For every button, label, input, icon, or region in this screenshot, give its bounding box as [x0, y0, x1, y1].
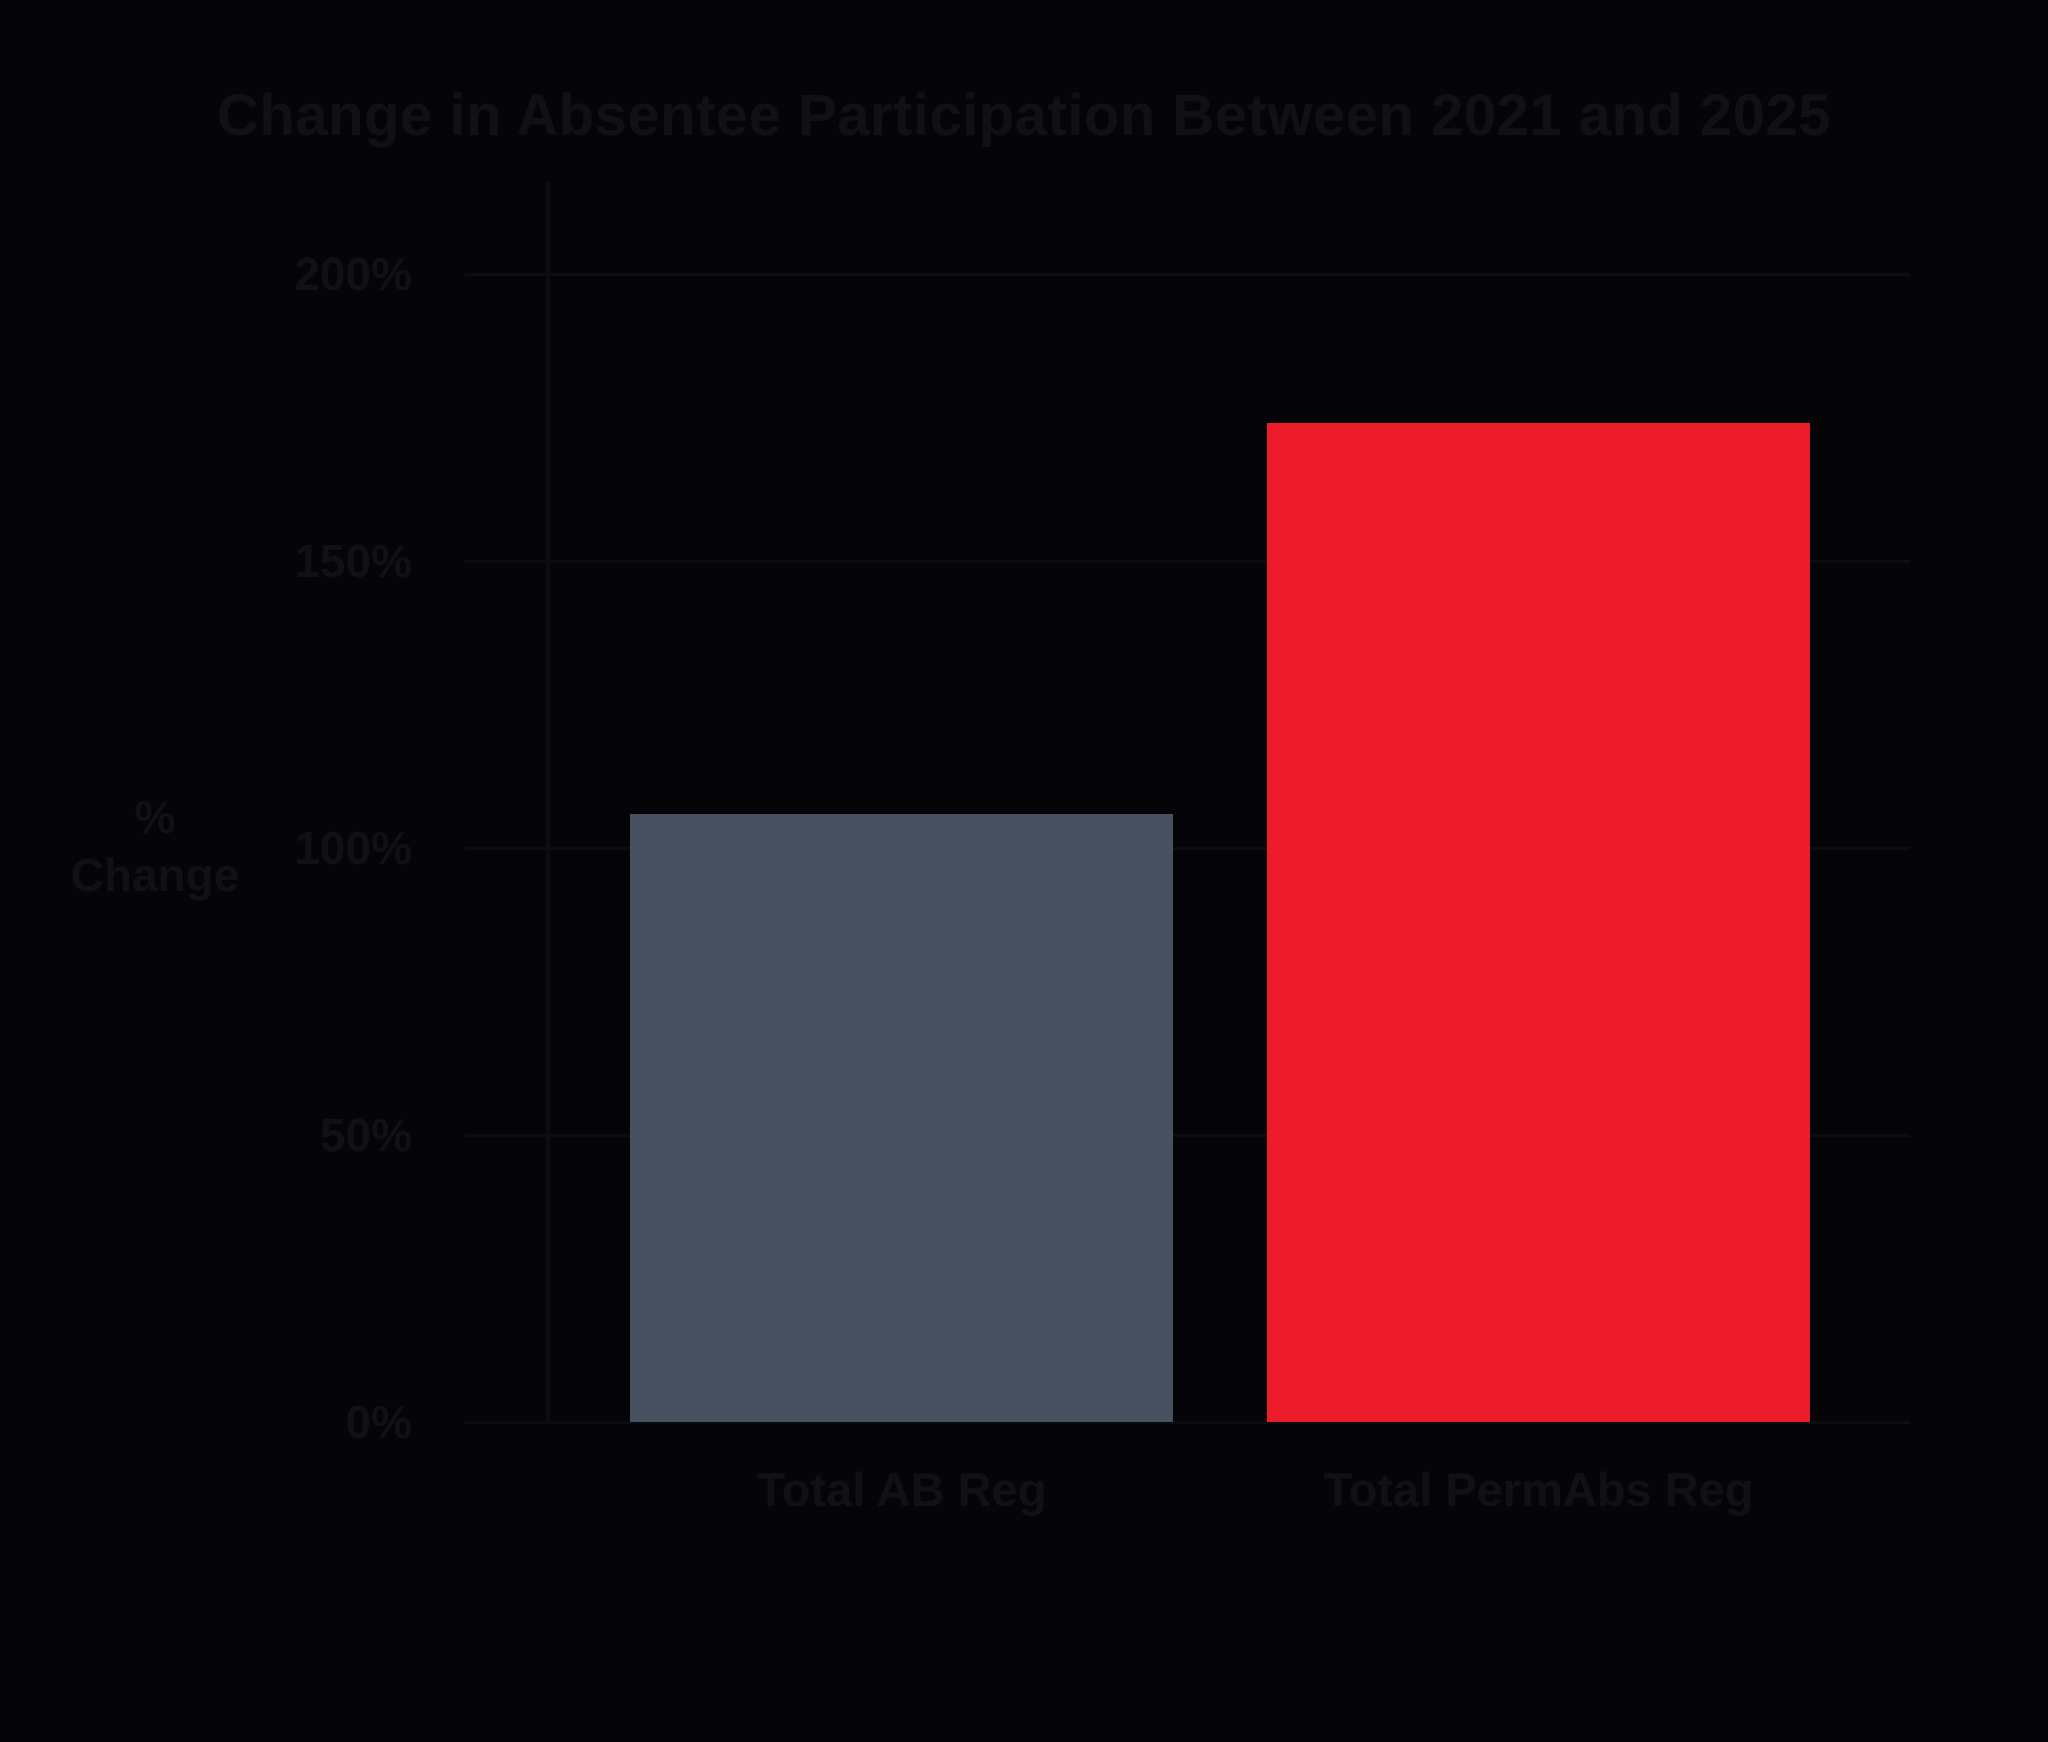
- y-tick-label-100-: 100%: [294, 822, 412, 874]
- x-axis-label-total-permabs-reg: Total PermAbs Reg: [1323, 1463, 1754, 1516]
- y-tick-label-150-: 150%: [294, 535, 412, 587]
- gridline-200-: [465, 272, 1910, 276]
- gridline-50-: [465, 1133, 1910, 1137]
- y-axis-title: % Change: [35, 788, 275, 904]
- y-tick-label-50-: 50%: [319, 1109, 412, 1161]
- x-axis-label-total-ab-reg: Total AB Reg: [756, 1463, 1047, 1516]
- y-axis-line: [546, 182, 550, 1422]
- gridline-0-: [465, 1420, 1910, 1424]
- gridline-150-: [465, 559, 1910, 563]
- y-tick-label-200-: 200%: [294, 248, 412, 300]
- bar-total-ab-reg: [630, 813, 1173, 1422]
- y-axis-title-line-2: Change: [70, 849, 240, 901]
- bar-total-permabs-reg: [1267, 423, 1810, 1422]
- y-axis-title-line-1: %: [134, 791, 176, 843]
- y-tick-label-0-: 0%: [345, 1396, 412, 1448]
- gridline-100-: [465, 846, 1910, 850]
- chart-title: Change in Absentee Participation Between…: [217, 83, 1831, 148]
